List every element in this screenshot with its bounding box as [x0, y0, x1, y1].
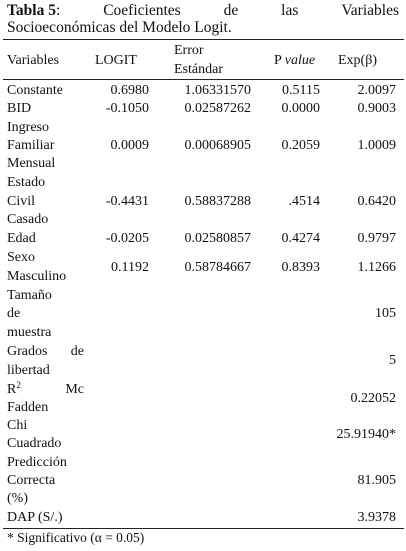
header-error-line1: Error: [174, 43, 204, 58]
row-label: Grados de: [7, 344, 84, 360]
header-error-line2: Estándar: [174, 62, 223, 77]
row-label: de: [7, 306, 21, 321]
caption-line-1: Tabla 5: Coeficientes de las Variables: [7, 2, 399, 19]
cell-pvalue: 0.0000: [281, 101, 321, 116]
row-label: Cuadrado: [7, 436, 62, 451]
row-label: Chi: [7, 418, 28, 433]
cell-logit: -0.0205: [105, 231, 149, 246]
cell-exp: 105: [375, 306, 396, 321]
row-label: Correcta: [7, 473, 56, 488]
row-label: DAP (S/.): [7, 510, 63, 525]
cell-exp: 2.0097: [357, 83, 397, 98]
row-label: libertad: [7, 363, 50, 378]
cell-pvalue: 0.2059: [281, 138, 321, 153]
cell-pvalue: 0.5115: [282, 83, 320, 98]
row-label: Masculino: [7, 269, 67, 284]
caption-label: Tabla 5: [7, 2, 56, 19]
header-pvalue: P value: [274, 53, 315, 69]
row-label: R2 Mc: [7, 380, 84, 398]
cell-logit: -0.1050: [105, 101, 149, 116]
row-label-word: de: [70, 344, 84, 359]
cell-error: 0.00068905: [184, 138, 252, 153]
header-pvalue-p: P: [274, 53, 282, 68]
row-label-r2: R2: [7, 380, 21, 398]
cell-exp: 5: [389, 353, 396, 368]
row-label: Estado: [7, 175, 46, 190]
header-exp: Exp(β): [338, 53, 377, 68]
caption-line-2: Socioeconómicas del Modelo Logit.: [7, 19, 232, 36]
caption-word: las: [281, 2, 299, 19]
header-rule: [3, 79, 404, 80]
cell-error: 0.58784667: [184, 260, 252, 275]
cell-exp: 0.6420: [357, 194, 397, 209]
cell-exp: 81.905: [357, 473, 397, 488]
r-symbol: R: [7, 382, 17, 397]
cell-logit: 0.1192: [111, 260, 149, 275]
row-label-mc: Mc: [65, 382, 84, 397]
caption-word: Coeficientes: [103, 2, 181, 19]
cell-error: 0.58837288: [184, 194, 252, 209]
cell-pvalue: 0.4274: [281, 231, 321, 246]
cell-exp: 0.9797: [357, 231, 397, 246]
cell-logit: -0.4431: [105, 194, 149, 209]
cell-error: 0.02587262: [184, 101, 252, 116]
row-label: muestra: [7, 325, 52, 340]
cell-exp: 25.91940*: [336, 427, 397, 442]
cell-logit: 0.6980: [110, 83, 150, 98]
cell-exp: 0.9003: [357, 101, 397, 116]
row-label: Predicción: [7, 455, 67, 470]
row-label: BID: [7, 101, 32, 116]
cell-exp: 1.1266: [357, 260, 397, 275]
bottom-rule: [3, 528, 404, 529]
table-caption: Tabla 5: Coeficientes de las Variables S…: [7, 2, 399, 36]
row-label: Casado: [7, 212, 49, 227]
row-label: Sexo: [7, 250, 35, 265]
row-label: Mensual: [7, 156, 56, 171]
table-footnote: * Significativo (α = 0.05): [7, 530, 145, 545]
header-logit: LOGIT: [95, 53, 137, 68]
row-label: Edad: [7, 231, 36, 246]
header-variables: Variables: [7, 53, 60, 68]
row-label: Civil: [7, 194, 36, 209]
r-superscript: 2: [16, 380, 21, 390]
row-label: Constante: [7, 83, 63, 98]
cell-pvalue: 0.8393: [281, 260, 321, 275]
cell-pvalue: .4514: [288, 194, 321, 209]
row-label: Familiar: [7, 138, 55, 153]
caption-word: Variables: [341, 2, 399, 19]
cell-exp: 1.0009: [357, 138, 397, 153]
caption-word: de: [223, 2, 239, 19]
row-label: (%): [7, 491, 28, 506]
cell-error: 1.06331570: [184, 83, 252, 98]
row-label: Ingreso: [7, 120, 49, 135]
row-label-word: Grados: [7, 344, 48, 359]
row-label: Tamaño: [7, 288, 52, 303]
cell-logit: 0.0009: [110, 138, 150, 153]
header-pvalue-value: value: [284, 53, 316, 68]
cell-exp: 3.9378: [357, 510, 397, 525]
cell-error: 0.02580857: [184, 231, 252, 246]
cell-exp: 0.22052: [350, 391, 397, 406]
top-rule: [3, 39, 404, 40]
row-label: Fadden: [7, 400, 49, 415]
